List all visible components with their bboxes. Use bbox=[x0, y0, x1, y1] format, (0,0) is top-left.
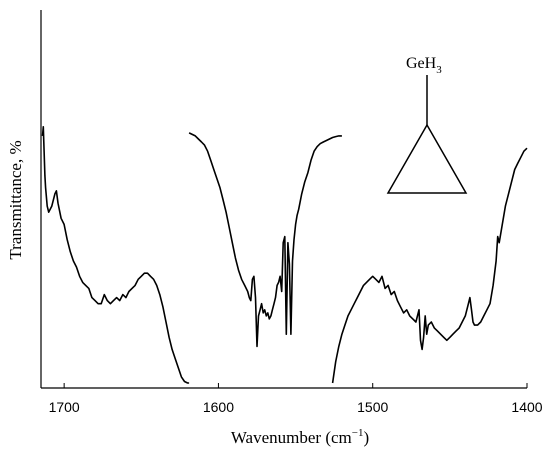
x-tick-label-1700: 1700 bbox=[49, 399, 80, 415]
x-axis-title: Wavenumber (cm−1) bbox=[231, 427, 369, 447]
x-tick-label-1600: 1600 bbox=[203, 399, 234, 415]
y-axis-title: Transmittance, % bbox=[6, 140, 25, 259]
plot-frame bbox=[40, 10, 527, 389]
spectrum-segment-1 bbox=[41, 126, 190, 384]
x-ticks: 1700 1600 1500 1400 bbox=[49, 383, 543, 415]
spectrum-lines bbox=[41, 126, 528, 384]
cyclopropylgermane-structure: GeH3 bbox=[386, 55, 468, 194]
spectrum-segment-3 bbox=[331, 147, 528, 384]
geh3-label: GeH3 bbox=[406, 55, 442, 76]
x-tick-label-1500: 1500 bbox=[357, 399, 388, 415]
spectrum-segment-2 bbox=[188, 132, 342, 348]
x-tick-label-1400: 1400 bbox=[511, 399, 542, 415]
cyclopropane-ring bbox=[386, 123, 468, 194]
